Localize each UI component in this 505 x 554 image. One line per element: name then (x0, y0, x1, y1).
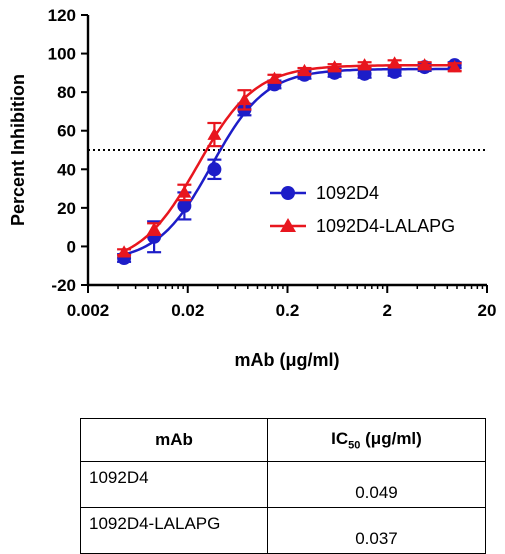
data-point-triangle (447, 60, 462, 73)
series-2 (117, 56, 462, 258)
x-tick-label: 0.02 (171, 301, 204, 320)
data-point-triangle (237, 92, 252, 106)
header-ic50: IC50 (μg/ml) (267, 418, 486, 462)
header-ic50-main: IC (331, 428, 349, 448)
header-ic50-unit: (μg/ml) (360, 428, 422, 448)
data-point-circle (207, 162, 222, 177)
x-tick-label: 0.2 (276, 301, 300, 320)
inhibition-chart: -20 0 20 40 60 80 100 120 0.002 0.02 0.2 2 20 Percen… (8, 6, 497, 370)
legend-label: 1092D4-LALAPG (316, 216, 455, 236)
x-tick-label: 0.002 (67, 301, 110, 320)
table-row: 1092D4-LALAPG 0.037 (80, 507, 486, 554)
y-tick-label: -20 (51, 276, 76, 295)
header-ic50-sub: 50 (348, 439, 361, 452)
data-point-triangle (207, 127, 222, 140)
legend-label: 1092D4 (316, 183, 379, 203)
x-tick-label: 20 (478, 301, 497, 320)
data-point-triangle (297, 63, 312, 77)
x-axis-title: mAb (μg/ml) (234, 350, 339, 370)
data-point-triangle (177, 185, 192, 198)
data-point-triangle (327, 60, 342, 73)
row-ic50: 0.049 (267, 461, 486, 508)
row-mab: 1092D4-LALAPG (80, 507, 268, 554)
data-point-triangle (117, 245, 132, 258)
data-point-circle (177, 198, 192, 213)
header-mab: mAb (80, 418, 268, 462)
y-tick-label: 120 (48, 6, 76, 25)
y-tick-label: 40 (57, 160, 76, 179)
legend-marker-triangle (280, 218, 296, 232)
table-row: 1092D4 0.049 (80, 461, 486, 508)
data-point-triangle (147, 222, 162, 235)
row-ic50: 0.037 (267, 507, 486, 554)
y-tick-label: 20 (57, 199, 76, 218)
data-point-triangle (357, 58, 372, 71)
y-tick-label: 0 (67, 237, 76, 256)
y-tick-label: 100 (48, 45, 76, 64)
row-mab: 1092D4 (80, 461, 268, 508)
legend: 1092D4 1092D4-LALAPG (270, 183, 455, 236)
ic50-table: mAb IC50 (μg/ml) 1092D4 0.049 1092D4-LAL… (80, 418, 486, 554)
data-point-triangle (267, 71, 282, 84)
data-point-triangle (417, 58, 432, 71)
y-tick-label: 60 (57, 122, 76, 141)
y-axis-title: Percent Inhibition (8, 74, 28, 226)
y-tick-label: 80 (57, 83, 76, 102)
table-header-row: mAb IC50 (μg/ml) (80, 418, 486, 462)
legend-marker-circle (281, 186, 295, 200)
x-tick-label: 2 (383, 301, 392, 320)
data-point-triangle (387, 56, 402, 69)
